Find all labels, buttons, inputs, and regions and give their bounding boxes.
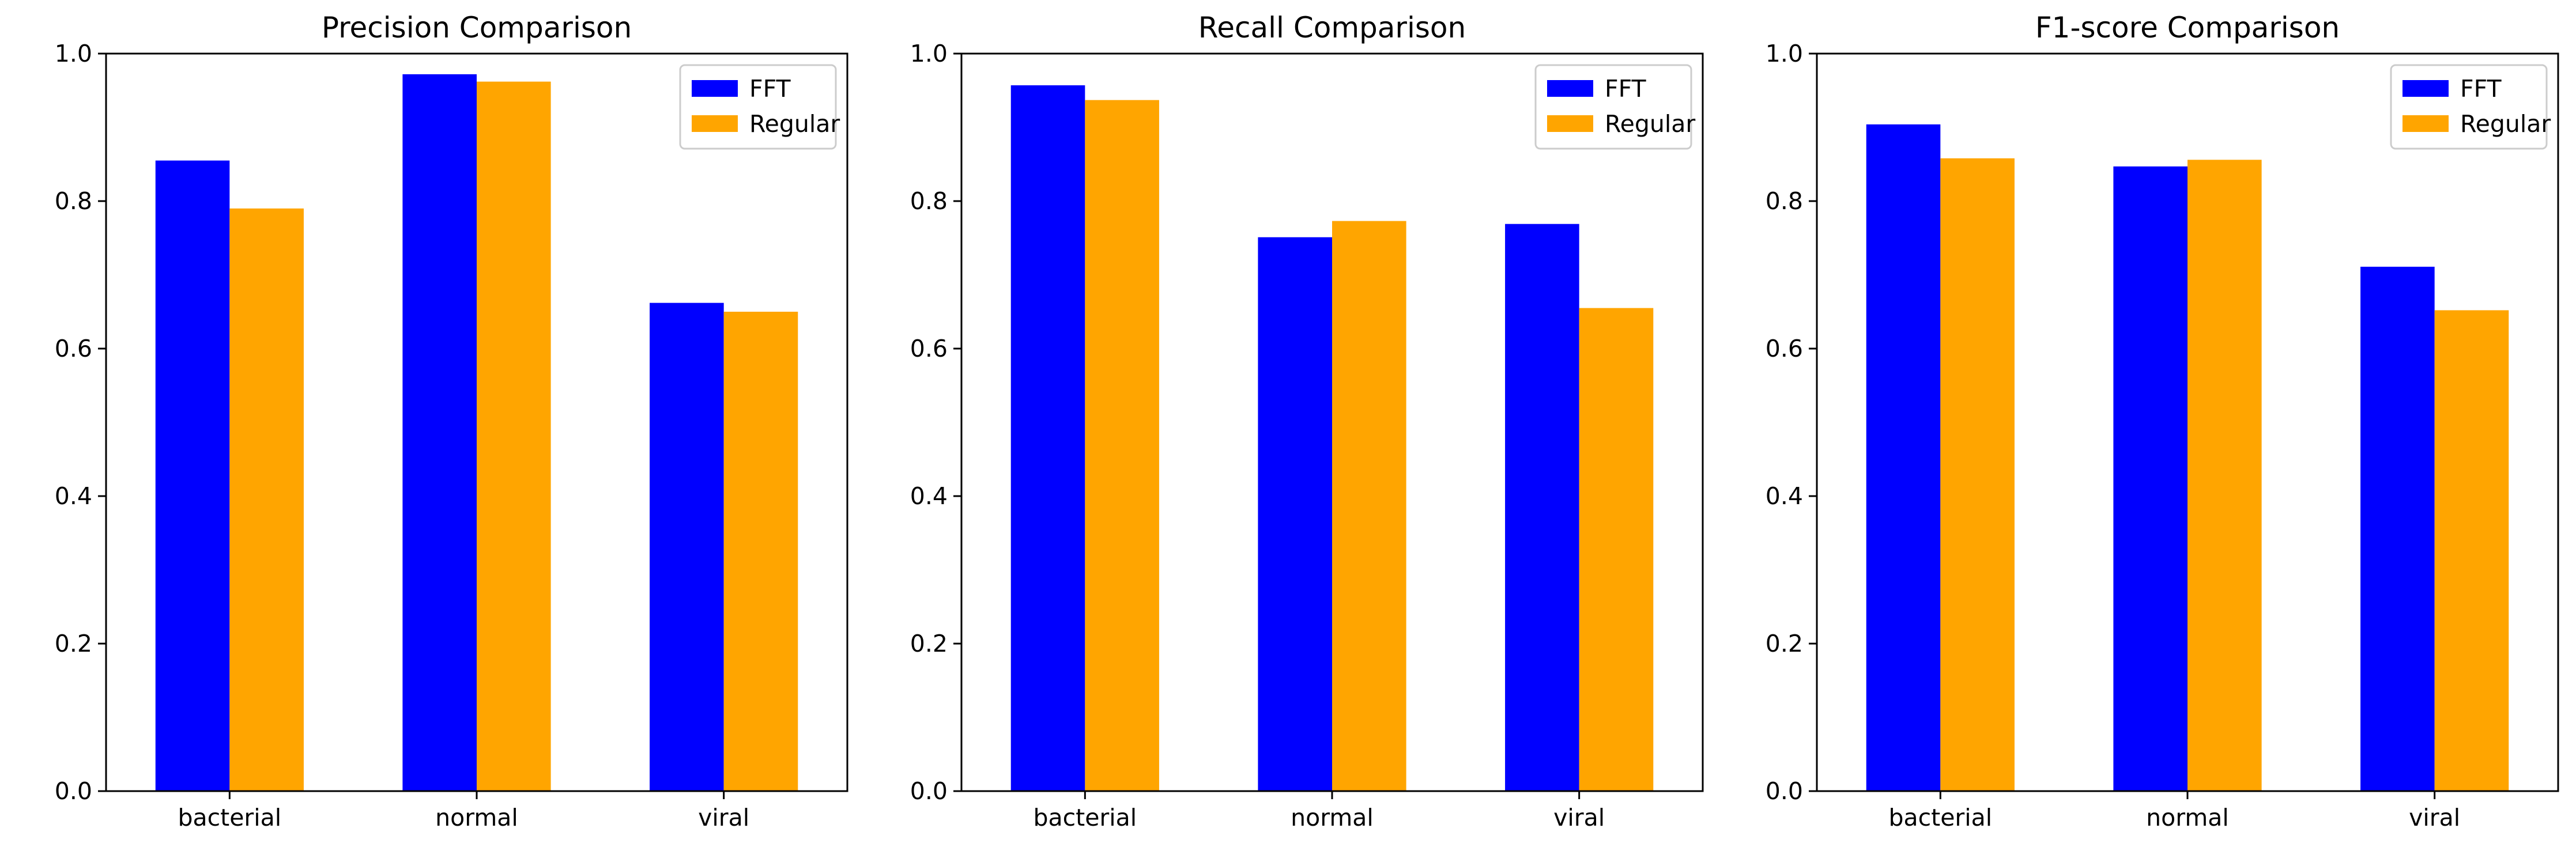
bar-fft-bacterial [1010,85,1085,791]
legend-swatch-fft [692,80,738,97]
x-tick-label-normal: normal [1291,804,1374,831]
legend-label-regular: Regular [749,110,840,138]
y-tick-label: 0.6 [1766,335,1803,362]
legend-swatch-fft [1547,80,1593,97]
y-tick-label: 0.8 [1766,187,1803,215]
bar-fft-viral [650,302,724,791]
y-tick-label: 1.0 [1766,40,1803,67]
legend: FFT Regular [1534,64,1695,150]
x-tick-label-normal: normal [2146,804,2229,831]
chart-panel-1: 0.0 0.2 0.4 0.6 0.8 1.0 bacterial normal viral Pr… [55,11,848,831]
x-tick-label-bacterial: bacterial [1033,804,1137,831]
legend-label-regular: Regular [1605,110,1695,138]
chart-title: Recall Comparison [1198,11,1466,44]
y-tick-label: 0.4 [1766,482,1803,510]
x-tick-label-bacterial: bacterial [178,804,281,831]
bar-fft-bacterial [1866,124,1941,791]
bar-regular-viral [2434,310,2509,791]
chart-title: F1-score Comparison [2035,11,2340,44]
y-tick-label: 0.6 [910,335,948,362]
bar-regular-bacterial [1085,100,1159,791]
y-tick-label: 0.0 [910,777,948,805]
y-tick-label: 0.0 [1766,777,1803,805]
y-tick-label: 1.0 [55,40,92,67]
bar-regular-viral [723,312,798,791]
bar-regular-viral [1579,308,1654,791]
bar-fft-normal [402,74,477,792]
bar-fft-viral [2360,266,2435,791]
legend-label-fft: FFT [1605,75,1646,103]
bar-regular-normal [477,81,551,791]
x-tick-label-viral: viral [2409,804,2460,831]
y-tick-label: 0.8 [55,187,92,215]
legend-label-fft: FFT [2460,75,2502,103]
x-tick-label-normal: normal [435,804,518,831]
chart-panel-2: 0.0 0.2 0.4 0.6 0.8 1.0 bacterial normal viral Re… [910,11,1704,831]
bar-regular-bacterial [229,208,304,791]
legend-swatch-regular [692,115,738,132]
x-tick-label-viral: viral [1553,804,1605,831]
bar-regular-normal [1332,221,1406,791]
y-tick-label: 0.2 [55,630,92,657]
legend: FFT Regular [2390,64,2551,150]
legend: FFT Regular [679,64,840,150]
chart-panel-3: 0.0 0.2 0.4 0.6 0.8 1.0 bacterial normal viral F1… [1766,11,2559,831]
y-tick-label: 0.4 [55,482,92,510]
bar-fft-normal [1258,237,1332,792]
legend-label-fft: FFT [749,75,791,103]
y-tick-label: 0.8 [910,187,948,215]
y-tick-label: 1.0 [910,40,948,67]
y-tick-label: 0.2 [910,630,948,657]
x-tick-label-bacterial: bacterial [1888,804,1992,831]
bar-regular-bacterial [1940,158,2015,791]
y-tick-label: 0.2 [1766,630,1803,657]
bar-fft-bacterial [155,160,230,792]
bar-regular-normal [2187,160,2262,791]
legend-swatch-fft [2402,80,2449,97]
bar-fft-normal [2113,166,2187,792]
y-tick-label: 0.6 [55,335,92,362]
legend-swatch-regular [2402,115,2449,132]
legend-label-regular: Regular [2460,110,2551,138]
legend-swatch-regular [1547,115,1593,132]
bar-fft-viral [1505,224,1579,791]
chart-title: Precision Comparison [322,11,632,44]
y-tick-label: 0.0 [55,777,92,805]
y-tick-label: 0.4 [910,482,948,510]
x-tick-label-viral: viral [698,804,749,831]
